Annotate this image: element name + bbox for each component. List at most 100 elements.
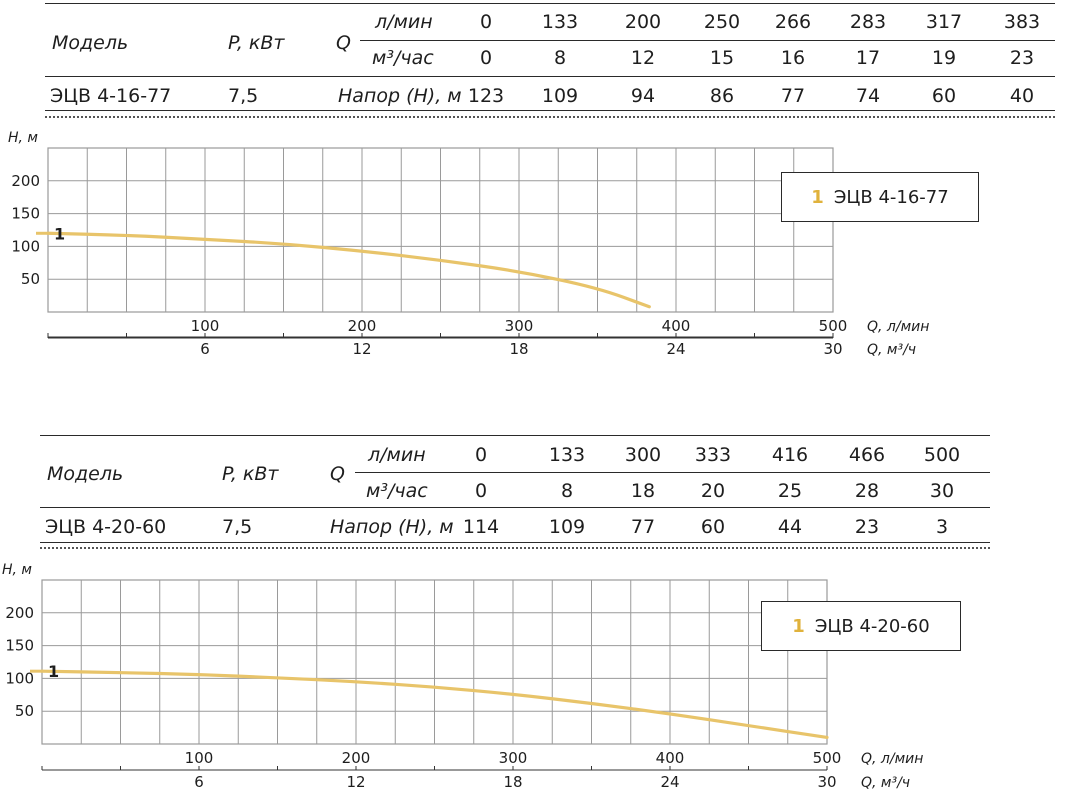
series-number-label: 1 xyxy=(48,662,59,681)
table-cell-q-lmin: 416 xyxy=(771,444,809,466)
y-tick-label: 50 xyxy=(21,270,40,288)
table-header-rule xyxy=(45,76,1055,77)
table-cell-head: 74 xyxy=(855,85,881,107)
y-tick-label: 200 xyxy=(5,604,34,622)
table-cell-q-lmin: 500 xyxy=(923,444,961,466)
y-tick-label: 50 xyxy=(15,702,34,720)
unit-m3: м³/час xyxy=(372,47,434,69)
table-dotted-separator xyxy=(45,116,1055,118)
x2-axis-label: Q, м³/ч xyxy=(867,342,916,358)
table-cell-q-lmin: 333 xyxy=(694,444,732,466)
table-cell-head: 40 xyxy=(1009,85,1035,107)
table-bottom-rule xyxy=(40,542,990,543)
table-cell-head: 23 xyxy=(854,516,880,538)
table-cell-q-m3: 18 xyxy=(630,480,656,502)
table-cell-head: 114 xyxy=(462,516,500,538)
x-tick-label: 300 xyxy=(499,749,528,767)
table-cell-q-m3: 15 xyxy=(709,47,735,69)
table-top-rule xyxy=(40,435,990,436)
x-tick-label: 100 xyxy=(185,749,214,767)
legend-series-number: 1 xyxy=(811,186,824,208)
y-tick-label: 150 xyxy=(11,205,40,223)
head-header: Напор (Н), м xyxy=(330,516,454,538)
table-dotted-separator xyxy=(40,547,990,549)
table-cell-q-lmin: 266 xyxy=(774,11,812,33)
x2-tick-label: 6 xyxy=(194,773,204,791)
series-line xyxy=(46,231,651,309)
x2-tick-label: 18 xyxy=(509,340,528,358)
table-cell-q-lmin: 0 xyxy=(479,11,493,33)
table-cell-q-m3: 12 xyxy=(630,47,656,69)
table-cell-q-m3: 17 xyxy=(855,47,881,69)
y-tick-label: 100 xyxy=(5,669,34,687)
table-bottom-rule xyxy=(45,110,1055,111)
table-top-rule xyxy=(45,3,1055,4)
x-tick-label: 500 xyxy=(813,749,842,767)
table-cell-q-m3: 23 xyxy=(1009,47,1035,69)
plot-frame xyxy=(41,579,828,745)
performance-table-1: Модель P, кВт Q л/мин м³/час ЭЦВ 4-16-77… xyxy=(0,0,1073,120)
series-line xyxy=(40,669,829,740)
pump-curve-chart-1: H, м 50 100 150 200 100 200 300 400 500 Q, л/мин 6 1… xyxy=(8,130,929,358)
table-cell-head: 77 xyxy=(630,516,656,538)
table-cell-head: 60 xyxy=(931,85,957,107)
power-value: 7,5 xyxy=(228,85,259,107)
y-tick-label: 200 xyxy=(11,172,40,190)
model-header: Модель xyxy=(52,32,129,54)
x-tick-label: 200 xyxy=(342,749,371,767)
table-cell-q-lmin: 250 xyxy=(703,11,741,33)
table-cell-q-lmin: 133 xyxy=(548,444,586,466)
q-header: Q xyxy=(330,463,345,485)
model-header: Модель xyxy=(47,463,124,485)
table-cell-q-lmin: 300 xyxy=(624,444,662,466)
model-name: ЭЦВ 4-16-77 xyxy=(50,85,172,107)
x-tick-label: 300 xyxy=(505,317,534,335)
x2-tick-label: 12 xyxy=(346,773,365,791)
x2-tick-label: 24 xyxy=(660,773,679,791)
table-cell-q-m3: 28 xyxy=(854,480,880,502)
table-cell-head: 44 xyxy=(777,516,803,538)
chart-legend-2: 1 ЭЦВ 4-20-60 xyxy=(761,601,961,651)
table-cell-q-lmin: 383 xyxy=(1003,11,1041,33)
x2-axis-label: Q, м³/ч xyxy=(861,775,910,791)
x-tick-label: 500 xyxy=(819,317,848,335)
table-cell-q-m3: 0 xyxy=(474,480,488,502)
x-tick-label: 400 xyxy=(662,317,691,335)
table-cell-q-m3: 0 xyxy=(479,47,493,69)
table-cell-q-lmin: 283 xyxy=(849,11,887,33)
series-number-label: 1 xyxy=(54,224,65,243)
x-axis-label: Q, л/мин xyxy=(861,751,923,767)
table-cell-q-lmin: 0 xyxy=(474,444,488,466)
table-cell-q-m3: 25 xyxy=(777,480,803,502)
x2-tick-label: 30 xyxy=(823,340,842,358)
table-cell-q-lmin: 133 xyxy=(541,11,579,33)
x-tick-label: 200 xyxy=(348,317,377,335)
x-tick-label: 400 xyxy=(656,749,685,767)
table-cell-head: 109 xyxy=(541,85,579,107)
x-tick-label: 100 xyxy=(191,317,220,335)
table-cell-head: 3 xyxy=(935,516,949,538)
table-cell-head: 77 xyxy=(780,85,806,107)
table-cell-head: 94 xyxy=(630,85,656,107)
y-axis-label: H, м xyxy=(2,562,32,578)
unit-lmin: л/мин xyxy=(375,11,433,33)
table-mid-rule xyxy=(360,40,1055,41)
table-cell-q-m3: 16 xyxy=(780,47,806,69)
table-cell-head: 123 xyxy=(467,85,505,107)
table-cell-q-lmin: 200 xyxy=(624,11,662,33)
power-header: P, кВт xyxy=(222,463,279,485)
table-cell-q-m3: 8 xyxy=(553,47,567,69)
x2-tick-label: 30 xyxy=(817,773,836,791)
unit-lmin: л/мин xyxy=(368,444,426,466)
power-value: 7,5 xyxy=(222,516,253,538)
table-cell-q-lmin: 317 xyxy=(925,11,963,33)
x2-tick-label: 12 xyxy=(352,340,371,358)
legend-series-name: ЭЦВ 4-20-60 xyxy=(814,615,930,637)
table-cell-head: 109 xyxy=(548,516,586,538)
table-cell-q-m3: 8 xyxy=(560,480,574,502)
legend-series-name: ЭЦВ 4-16-77 xyxy=(833,186,949,208)
performance-table-2: Модель P, кВт Q л/мин м³/час ЭЦВ 4-20-60… xyxy=(0,430,1073,550)
table-cell-q-m3: 19 xyxy=(931,47,957,69)
plot-frame xyxy=(47,147,834,313)
